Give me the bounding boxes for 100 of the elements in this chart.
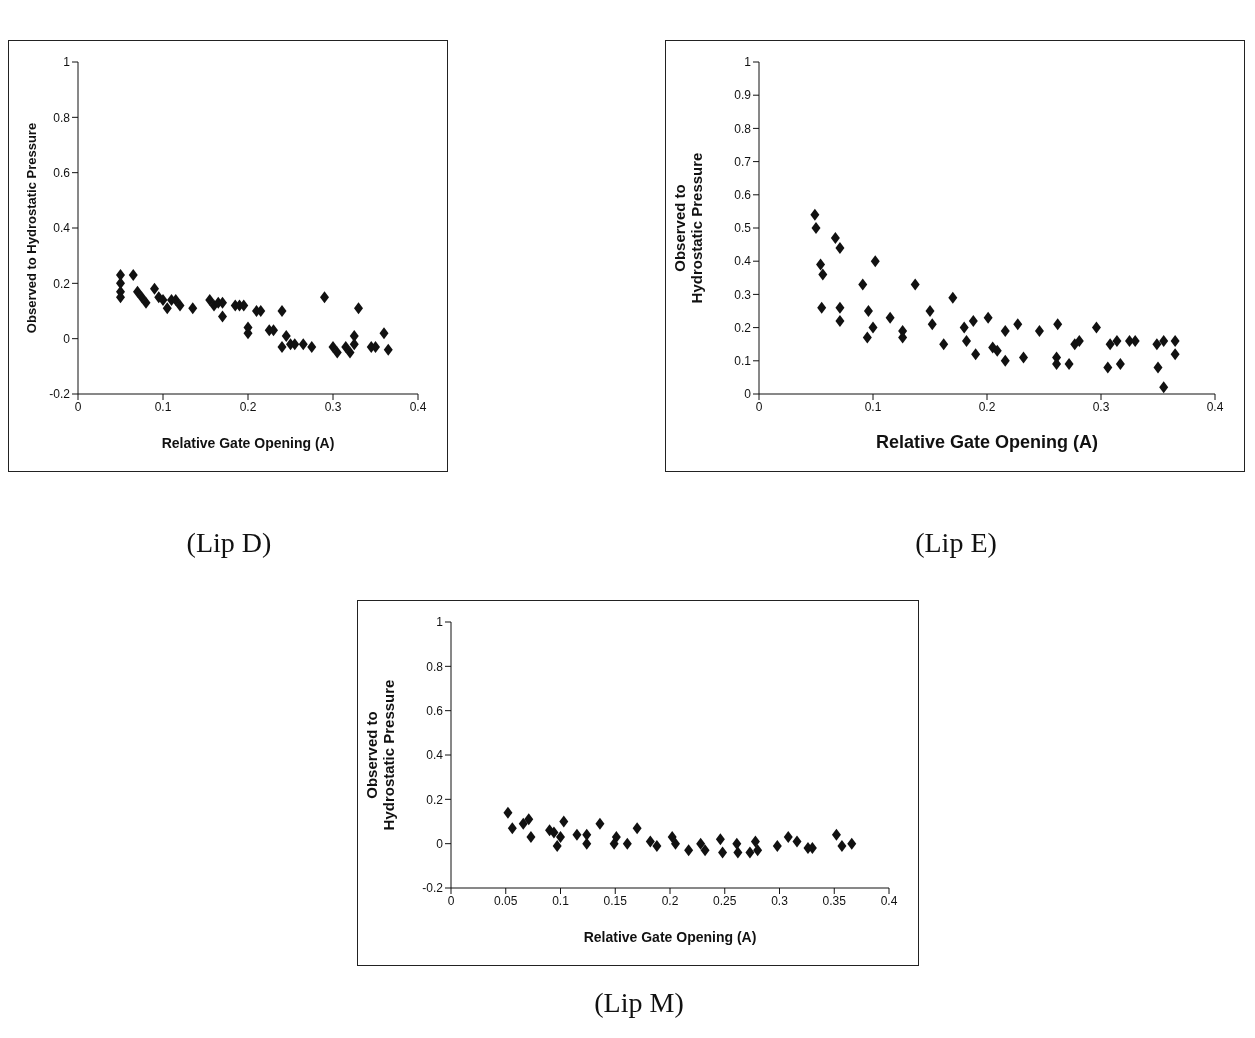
point [862, 331, 872, 344]
point [925, 305, 935, 317]
point [696, 837, 706, 850]
point [188, 302, 198, 315]
x-tick-label: 0.35 [822, 893, 847, 908]
point [1115, 358, 1125, 371]
point [518, 817, 528, 830]
x-tick-label: 0.4 [880, 893, 898, 908]
point [1091, 321, 1101, 334]
y-tick-label: 0.8 [53, 110, 71, 125]
point [968, 314, 978, 327]
point [524, 813, 534, 826]
point [609, 837, 619, 850]
y-tick-label: 0.6 [426, 703, 444, 718]
point [507, 822, 517, 835]
point [307, 340, 317, 353]
x-axis-title: Relative Gate Opening (A) [161, 435, 335, 451]
point [831, 828, 841, 841]
point [817, 301, 827, 314]
point [1159, 334, 1169, 347]
point [847, 837, 857, 850]
x-tick-label: 0.1 [154, 399, 172, 414]
point [753, 844, 763, 857]
point [971, 348, 981, 361]
point [939, 338, 949, 351]
x-tick-label: 0 [755, 399, 763, 414]
y-tick-label: 0.1 [734, 354, 752, 369]
point [622, 837, 632, 850]
y-tick-label: 0.4 [53, 221, 71, 236]
point [559, 815, 569, 828]
point [792, 835, 802, 848]
point [503, 806, 513, 819]
y-tick-label: 0.6 [734, 188, 752, 203]
point [700, 844, 710, 857]
point [715, 833, 725, 846]
point [870, 255, 880, 268]
point [983, 311, 993, 324]
point [162, 302, 172, 315]
point [175, 299, 185, 312]
x-tick-label: 0 [447, 893, 455, 908]
x-tick-label: 0.2 [978, 399, 996, 414]
point [835, 301, 845, 314]
point [281, 329, 291, 342]
point [927, 318, 937, 331]
point [1170, 348, 1180, 361]
y-axis-title: Observed to Hydrostatic Pressure [24, 122, 39, 334]
point [1152, 338, 1162, 351]
point [341, 340, 351, 353]
x-axis-title: Relative Gate Opening (A) [875, 432, 1099, 452]
point [1103, 361, 1113, 374]
point [830, 231, 840, 244]
text: (Lip D) [185, 527, 273, 559]
point [1170, 334, 1180, 347]
point [158, 293, 168, 306]
text: (Lip E) [914, 527, 998, 559]
x-tick-label: 0.3 [1092, 399, 1110, 414]
point [128, 269, 138, 282]
point [961, 334, 971, 347]
x-tick-label: 0.25 [713, 893, 737, 908]
point [141, 296, 151, 309]
point [718, 846, 728, 859]
point [349, 329, 359, 342]
point [1153, 361, 1163, 374]
point [885, 311, 895, 324]
point [733, 846, 743, 859]
x-tick-label: 0 [74, 399, 82, 414]
point [379, 327, 389, 340]
point [670, 837, 680, 850]
y-tick-label: -0.2 [422, 881, 444, 896]
point [816, 258, 826, 271]
y-tick-label: 0.2 [734, 320, 752, 335]
point [810, 208, 820, 221]
point [667, 831, 677, 844]
y-tick-label: 0.5 [734, 221, 752, 236]
y-tick-label: 0.9 [734, 88, 752, 103]
point [959, 321, 969, 334]
point [332, 346, 342, 359]
point [298, 338, 308, 351]
point [1064, 358, 1074, 371]
point [1000, 324, 1010, 337]
point [818, 268, 828, 281]
y-tick-label: 0.2 [426, 792, 444, 807]
y-tick-label: -0.2 [49, 387, 71, 402]
point [1000, 354, 1010, 367]
y-tick-label: 0 [63, 331, 71, 346]
y-tick-label: 1 [63, 55, 71, 70]
point [572, 828, 582, 841]
y-tick-label: 0.4 [426, 748, 444, 763]
point [1013, 318, 1023, 331]
point [582, 828, 592, 841]
point [910, 278, 920, 291]
point [205, 293, 215, 306]
point [750, 835, 760, 848]
x-tick-label: 0.4 [409, 399, 427, 414]
point [835, 241, 845, 254]
y-tick-label: 1 [436, 615, 444, 630]
y-tick-label: 0.3 [734, 287, 752, 302]
point [863, 305, 873, 317]
x-tick-label: 0.1 [552, 893, 570, 908]
y-tick-label: 0.7 [734, 154, 752, 169]
